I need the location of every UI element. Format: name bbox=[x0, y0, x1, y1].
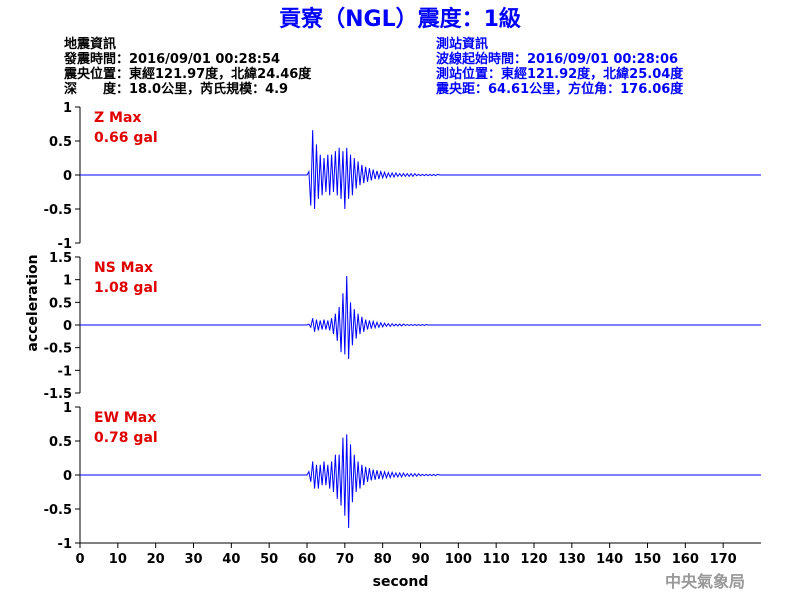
y-tick-label: -1 bbox=[58, 364, 72, 379]
y-tick-label: 1.5 bbox=[49, 251, 72, 266]
info-line: 地震資訊 bbox=[64, 36, 116, 52]
info-line: 測站資訊 bbox=[436, 36, 488, 52]
y-tick-label: 0.5 bbox=[49, 435, 72, 450]
y-tick-label: 0.5 bbox=[49, 135, 72, 150]
y-tick-label: 0 bbox=[63, 319, 72, 334]
waveform bbox=[80, 276, 761, 360]
x-tick-label: 40 bbox=[222, 552, 240, 567]
y-tick-label: -0.5 bbox=[44, 203, 72, 218]
x-tick-label: 170 bbox=[710, 552, 737, 567]
annotation: Z Max bbox=[94, 110, 141, 126]
y-tick-label: -0.5 bbox=[44, 503, 72, 518]
info-line: 測站位置：東經121.92度，北緯25.04度 bbox=[436, 66, 684, 82]
x-tick-label: 120 bbox=[520, 552, 547, 567]
info-line: 震央位置：東經121.97度，北緯24.46度 bbox=[63, 66, 312, 82]
chart-title: 貢寮（NGL）震度：1級 bbox=[279, 6, 521, 32]
x-tick-label: 150 bbox=[634, 552, 661, 567]
y-tick-label: 0 bbox=[63, 469, 72, 484]
info-line: 發震時間：2016/09/01 00:28:54 bbox=[63, 51, 280, 67]
y-tick-label: -1 bbox=[58, 537, 72, 552]
x-tick-label: 0 bbox=[75, 552, 84, 567]
info-line: 震央距：64.61公里，方位角：176.06度 bbox=[435, 81, 684, 97]
y-tick-label: 0 bbox=[63, 169, 72, 184]
x-tick-label: 160 bbox=[672, 552, 699, 567]
station-info: 測站資訊 波線起始時間：2016/09/01 00:28:06 測站位置：東經1… bbox=[435, 36, 684, 97]
x-tick-label: 30 bbox=[184, 552, 202, 567]
x-tick-label: 50 bbox=[260, 552, 278, 567]
x-tick-label: 110 bbox=[483, 552, 510, 567]
annotation: 0.66 gal bbox=[94, 130, 158, 146]
y-tick-label: 1 bbox=[63, 101, 72, 116]
annotation: NS Max bbox=[94, 260, 153, 276]
x-tick-label: 100 bbox=[445, 552, 472, 567]
y-tick-label: -0.5 bbox=[44, 342, 72, 357]
x-tick-label: 80 bbox=[374, 552, 392, 567]
y-tick-label: -1 bbox=[58, 237, 72, 252]
annotation: EW Max bbox=[94, 410, 156, 426]
y-tick-label: 1 bbox=[63, 401, 72, 416]
x-axis-label: second bbox=[373, 574, 429, 590]
y-tick-label: 1 bbox=[63, 274, 72, 289]
footer: 中央氣象局 bbox=[665, 572, 745, 591]
y-tick-label: 0.5 bbox=[49, 296, 72, 311]
waveform bbox=[80, 434, 761, 529]
x-tick-label: 70 bbox=[336, 552, 354, 567]
x-tick-label: 20 bbox=[147, 552, 165, 567]
x-tick-label: 60 bbox=[298, 552, 316, 567]
annotation: 1.08 gal bbox=[94, 280, 158, 296]
waveform bbox=[80, 130, 761, 210]
x-tick-label: 130 bbox=[558, 552, 585, 567]
info-line: 波線起始時間：2016/09/01 00:28:06 bbox=[436, 51, 678, 67]
y-axis-label: acceleration bbox=[25, 254, 41, 351]
annotation: 0.78 gal bbox=[94, 430, 158, 446]
x-tick-label: 10 bbox=[109, 552, 127, 567]
info-line: 深 度：18.0公里，芮氏規模：4.9 bbox=[64, 81, 288, 97]
x-tick-label: 140 bbox=[596, 552, 623, 567]
x-tick-label: 90 bbox=[411, 552, 429, 567]
event-info: 地震資訊 發震時間：2016/09/01 00:28:54 震央位置：東經121… bbox=[63, 36, 312, 97]
y-tick-label: -1.5 bbox=[44, 387, 72, 402]
